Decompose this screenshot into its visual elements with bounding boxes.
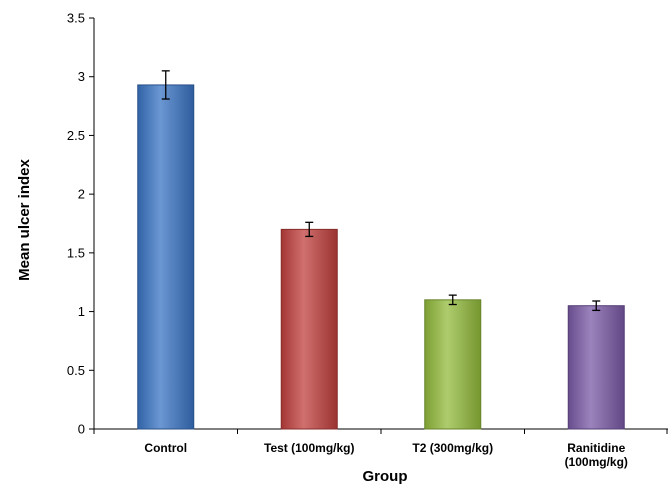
category-labels: Control Test (100mg/kg) T2 (300mg/kg) Ranit… bbox=[144, 441, 628, 469]
error-bar bbox=[305, 221, 314, 238]
x-axis bbox=[93, 428, 668, 434]
y-tick-label: 2.5 bbox=[67, 128, 85, 143]
x-category-label: Ranitidine bbox=[567, 441, 625, 455]
x-category-label: (100mg/kg) bbox=[565, 455, 628, 469]
bar bbox=[280, 228, 338, 430]
y-tick-label: 3.5 bbox=[67, 11, 85, 26]
bars bbox=[137, 84, 625, 430]
y-tick-label: 3 bbox=[78, 69, 85, 84]
y-axis-title: Mean ulcer index bbox=[16, 158, 33, 280]
bar bbox=[137, 84, 195, 430]
bar bbox=[424, 299, 482, 430]
error-bar bbox=[448, 294, 457, 306]
x-axis-title: Group bbox=[363, 468, 408, 485]
y-tick-label: 1.5 bbox=[67, 245, 85, 260]
error-bars bbox=[161, 70, 601, 312]
y-tick-label: 0.5 bbox=[67, 363, 85, 378]
x-category-label: T2 (300mg/kg) bbox=[412, 441, 493, 455]
error-bar bbox=[592, 300, 601, 312]
bar bbox=[567, 305, 625, 430]
x-category-label: Test (100mg/kg) bbox=[264, 441, 354, 455]
y-axis: 0 0.5 1 1.5 2 2.5 3 3.5 bbox=[67, 11, 95, 437]
y-tick-label: 0 bbox=[78, 422, 85, 437]
x-category-label: Control bbox=[144, 441, 187, 455]
y-tick-label: 1 bbox=[78, 304, 85, 319]
error-bar bbox=[161, 70, 170, 100]
y-tick-label: 2 bbox=[78, 187, 85, 202]
